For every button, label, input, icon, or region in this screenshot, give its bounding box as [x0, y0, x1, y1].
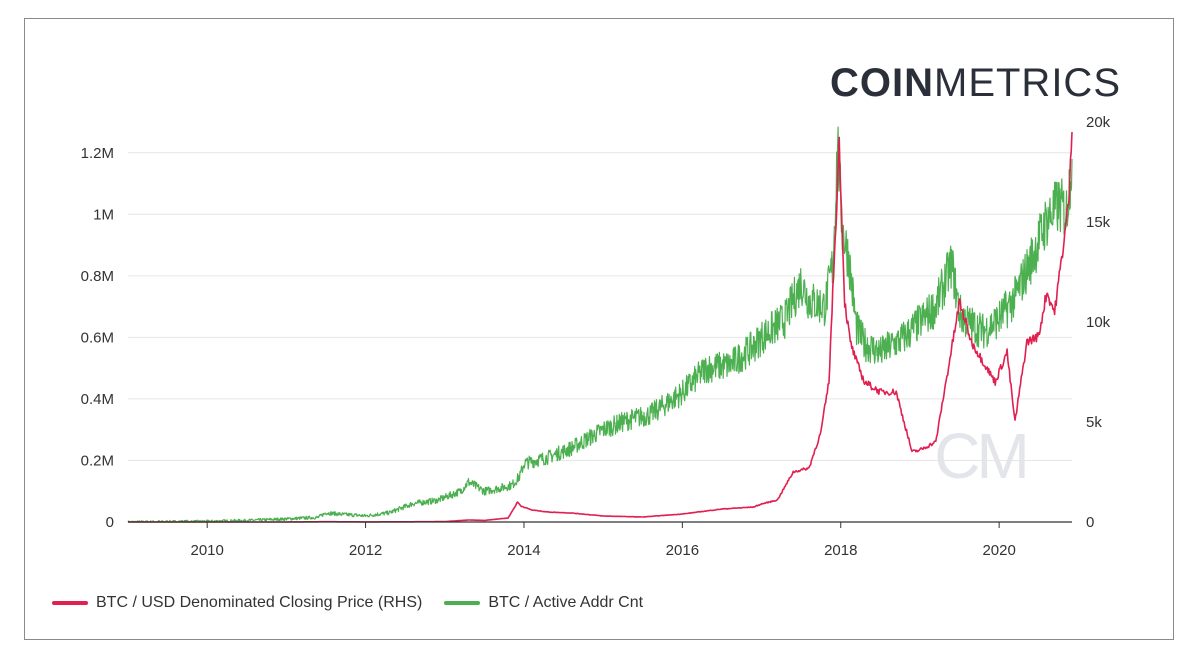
brand-logo-bold: COIN	[830, 61, 934, 105]
y-left-tick-label: 1.2M	[81, 145, 114, 162]
y-right-tick-label: 10k	[1086, 314, 1111, 331]
y-left-tick-label: 0.6M	[81, 329, 114, 346]
y-right-tick-label: 20k	[1086, 114, 1111, 131]
legend-item-price[interactable]: BTC / USD Denominated Closing Price (RHS…	[52, 594, 422, 612]
watermark-logo: CM	[934, 420, 1026, 492]
y-left-tick-label: 0.2M	[81, 452, 114, 469]
x-tick-label: 2020	[982, 542, 1015, 559]
y-left-tick-label: 1M	[93, 206, 114, 223]
legend-swatch-price	[52, 601, 88, 605]
y-right-tick-label: 0	[1086, 514, 1094, 531]
y-left-tick-label: 0.4M	[81, 391, 114, 408]
y-left-tick-label: 0	[106, 514, 114, 531]
x-tick-label: 2016	[666, 542, 699, 559]
brand-logo: COINMETRICS	[830, 61, 1121, 106]
x-tick-label: 2014	[507, 542, 540, 559]
legend-label-price: BTC / USD Denominated Closing Price (RHS…	[96, 594, 423, 611]
legend-label-active: BTC / Active Addr Cnt	[488, 594, 644, 611]
y-right-tick-label: 5k	[1086, 414, 1102, 431]
x-tick-label: 2012	[349, 542, 382, 559]
brand-logo-light: METRICS	[934, 61, 1121, 105]
y-left-tick-label: 0.8M	[81, 268, 114, 285]
x-tick-label: 2010	[191, 542, 224, 559]
series-line-active-addr	[127, 126, 1073, 523]
legend: BTC / USD Denominated Closing Price (RHS…	[52, 594, 665, 612]
y-right-tick-label: 15k	[1086, 214, 1111, 231]
legend-swatch-active	[444, 601, 481, 605]
legend-item-active[interactable]: BTC / Active Addr Cnt	[444, 594, 643, 612]
x-tick-label: 2018	[824, 542, 857, 559]
